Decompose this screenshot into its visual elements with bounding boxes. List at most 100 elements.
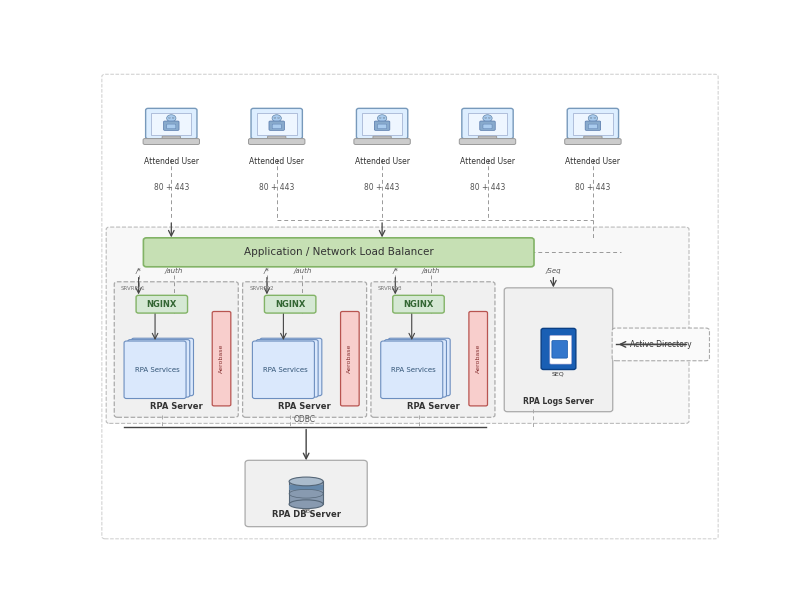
Text: /*: /* (392, 268, 398, 274)
Text: NGINX: NGINX (275, 300, 306, 309)
FancyBboxPatch shape (265, 296, 316, 313)
FancyBboxPatch shape (242, 282, 366, 417)
FancyBboxPatch shape (245, 460, 367, 527)
FancyBboxPatch shape (480, 121, 495, 131)
FancyBboxPatch shape (354, 138, 410, 144)
FancyBboxPatch shape (289, 485, 323, 490)
Text: RPA Server: RPA Server (150, 402, 202, 411)
FancyBboxPatch shape (388, 338, 450, 396)
Text: NGINX: NGINX (403, 300, 434, 309)
Ellipse shape (289, 500, 323, 509)
Circle shape (485, 117, 486, 118)
Circle shape (278, 117, 279, 118)
FancyBboxPatch shape (267, 136, 286, 141)
Text: SRVRPA1: SRVRPA1 (121, 285, 146, 291)
Circle shape (594, 117, 595, 118)
Text: RPA Services: RPA Services (391, 367, 436, 373)
Text: /*: /* (264, 268, 270, 274)
Text: RPA Services: RPA Services (134, 367, 179, 373)
Text: Attended User: Attended User (250, 157, 304, 166)
Circle shape (379, 117, 381, 118)
Text: 80 + 443: 80 + 443 (470, 183, 505, 192)
FancyBboxPatch shape (362, 113, 402, 135)
Text: RPA Services: RPA Services (263, 367, 308, 373)
Circle shape (272, 115, 282, 122)
Text: 80 + 443: 80 + 443 (154, 183, 189, 192)
Circle shape (483, 115, 492, 122)
Text: SRVRPA3: SRVRPA3 (378, 285, 402, 291)
Text: 80 + 443: 80 + 443 (575, 183, 610, 192)
FancyBboxPatch shape (128, 340, 190, 397)
FancyBboxPatch shape (373, 136, 391, 141)
FancyBboxPatch shape (257, 113, 297, 135)
FancyBboxPatch shape (251, 109, 302, 139)
Text: Active Directory: Active Directory (630, 340, 692, 349)
FancyBboxPatch shape (146, 109, 197, 139)
FancyBboxPatch shape (483, 124, 492, 129)
Text: Aerobase: Aerobase (476, 344, 481, 373)
FancyBboxPatch shape (256, 340, 318, 397)
FancyBboxPatch shape (550, 335, 572, 364)
Text: DB: DB (302, 509, 310, 514)
FancyBboxPatch shape (357, 109, 408, 139)
FancyBboxPatch shape (249, 138, 305, 144)
FancyBboxPatch shape (163, 121, 179, 131)
FancyBboxPatch shape (124, 341, 186, 399)
FancyBboxPatch shape (374, 121, 390, 131)
FancyBboxPatch shape (151, 113, 191, 135)
FancyBboxPatch shape (588, 124, 598, 129)
Text: 80 + 443: 80 + 443 (259, 183, 294, 192)
Circle shape (378, 115, 386, 122)
Circle shape (590, 117, 592, 118)
FancyBboxPatch shape (131, 338, 194, 396)
FancyBboxPatch shape (459, 138, 516, 144)
Text: Attended User: Attended User (354, 157, 410, 166)
Circle shape (588, 115, 598, 122)
FancyBboxPatch shape (393, 296, 444, 313)
FancyBboxPatch shape (136, 296, 187, 313)
Text: Attended User: Attended User (566, 157, 621, 166)
FancyBboxPatch shape (541, 328, 576, 370)
FancyBboxPatch shape (381, 341, 442, 399)
FancyBboxPatch shape (166, 124, 176, 129)
FancyBboxPatch shape (585, 121, 601, 131)
FancyBboxPatch shape (162, 136, 181, 141)
FancyBboxPatch shape (573, 113, 613, 135)
FancyBboxPatch shape (378, 124, 386, 129)
Text: SEQ: SEQ (552, 371, 565, 376)
FancyBboxPatch shape (552, 341, 567, 358)
Ellipse shape (289, 477, 323, 486)
FancyBboxPatch shape (584, 136, 602, 141)
FancyBboxPatch shape (612, 328, 710, 361)
FancyBboxPatch shape (260, 338, 322, 396)
FancyBboxPatch shape (143, 138, 199, 144)
Text: SRVRPA2: SRVRPA2 (250, 285, 274, 291)
FancyBboxPatch shape (385, 340, 446, 397)
FancyBboxPatch shape (567, 109, 618, 139)
Text: Application / Network Load Balancer: Application / Network Load Balancer (244, 247, 434, 257)
FancyBboxPatch shape (289, 481, 323, 504)
Text: /*: /* (136, 268, 142, 274)
FancyBboxPatch shape (565, 138, 621, 144)
Text: Aerobase: Aerobase (347, 344, 352, 373)
Text: Attended User: Attended User (144, 157, 199, 166)
Text: /Seq: /Seq (546, 268, 561, 274)
FancyBboxPatch shape (143, 238, 534, 267)
Text: 80 + 443: 80 + 443 (365, 183, 400, 192)
FancyBboxPatch shape (269, 121, 285, 131)
Circle shape (383, 117, 385, 118)
FancyBboxPatch shape (272, 124, 282, 129)
FancyBboxPatch shape (212, 311, 231, 406)
Text: RPA Logs Server: RPA Logs Server (523, 396, 594, 405)
Text: /auth: /auth (422, 268, 440, 274)
FancyBboxPatch shape (341, 311, 359, 406)
FancyBboxPatch shape (469, 311, 487, 406)
FancyBboxPatch shape (504, 288, 613, 412)
Text: NGINX: NGINX (146, 300, 177, 309)
Text: /auth: /auth (293, 268, 311, 274)
Text: RPA Server: RPA Server (278, 402, 331, 411)
Text: RPA Server: RPA Server (406, 402, 459, 411)
Circle shape (169, 117, 170, 118)
Circle shape (166, 115, 176, 122)
FancyBboxPatch shape (252, 341, 314, 399)
